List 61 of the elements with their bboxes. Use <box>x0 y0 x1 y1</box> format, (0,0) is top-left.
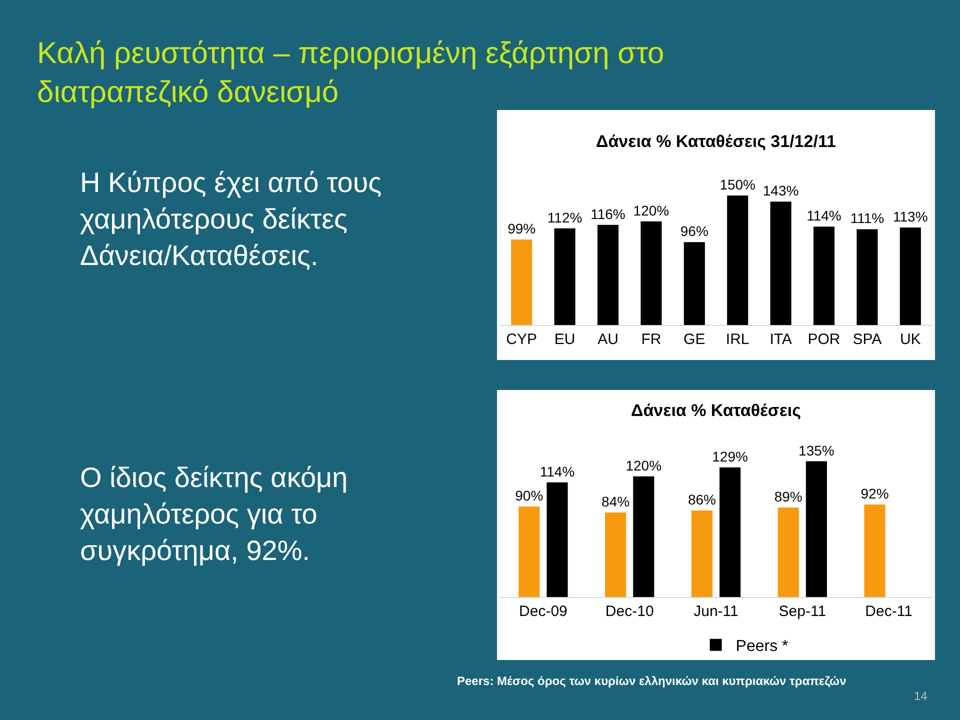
data-label: 112% <box>547 209 582 226</box>
data-label: 89% <box>774 488 802 505</box>
data-label: 113% <box>893 208 928 224</box>
bar <box>518 506 540 597</box>
data-label: 120% <box>633 202 670 218</box>
x-tick-label: GE <box>684 331 706 348</box>
data-label: 90% <box>515 488 544 504</box>
bar <box>813 226 835 325</box>
data-label: 114% <box>806 208 842 224</box>
x-tick-label: POR <box>808 331 840 348</box>
bar <box>691 510 712 597</box>
text: Ο ίδιος δείκτης ακόμη χαμηλότερος για το συγκρότημα, 92%. <box>80 462 348 566</box>
data-label: 150% <box>720 176 756 193</box>
x-tick-label: Dec-11 <box>865 603 912 620</box>
bar <box>640 221 662 325</box>
x-tick-label: ITA <box>770 331 792 348</box>
data-label: 84% <box>602 494 630 510</box>
data-label: 96% <box>680 223 708 240</box>
x-tick-label: SPA <box>852 331 882 348</box>
bar <box>605 512 626 597</box>
data-label: 116% <box>590 206 626 222</box>
bar <box>856 229 878 325</box>
x-tick-label: UK <box>900 331 921 348</box>
bar <box>770 202 792 325</box>
x-tick-label: Sep-11 <box>778 603 826 620</box>
x-tick-label: IRL <box>726 331 750 348</box>
bar <box>597 224 619 325</box>
x-tick-label: EU <box>554 331 576 348</box>
text: 14 <box>914 689 928 703</box>
x-tick-label: CYP <box>506 331 538 348</box>
data-label: 111% <box>850 210 884 226</box>
data-label: 99% <box>508 220 536 237</box>
bar <box>864 504 886 597</box>
text: Η Κύπρος έχει από τους χαμηλότερους δείκτες Δάνεια/Καταθέσεις. <box>80 167 382 271</box>
data-label: 120% <box>626 457 662 474</box>
x-tick-label: AU <box>598 331 618 348</box>
data-label: 135% <box>798 442 834 458</box>
x-tick-label: Dec-09 <box>519 603 568 620</box>
data-label: 143% <box>762 182 799 199</box>
bar <box>546 482 568 597</box>
bar <box>720 467 741 597</box>
data-label: 86% <box>688 492 716 508</box>
bar <box>684 242 705 325</box>
text: Καλή ρευστότητα – περιορισμένη εξάρτηση στο διατραπεζικό δανεισμό <box>37 37 664 109</box>
bar <box>554 228 576 325</box>
data-label: 114% <box>540 463 575 480</box>
x-tick-label: Dec-10 <box>605 603 654 620</box>
text: Peers: Μέσος όρος των κυρίων ελληνικών και κυπριακών τραπεζών <box>457 674 847 688</box>
chart-title: Δάνεια % Καταθέσεις 31/12/11 <box>596 132 836 151</box>
chart-title: Δάνεια % Καταθέσεις <box>631 401 802 420</box>
bar <box>900 227 921 325</box>
data-label: 129% <box>712 448 748 464</box>
bar <box>511 240 532 325</box>
x-tick-label: FR <box>641 331 662 348</box>
bar <box>806 461 827 597</box>
legend-label: Peers * <box>736 638 788 656</box>
x-tick-label: Jun-11 <box>694 603 738 620</box>
bar <box>727 196 748 325</box>
bar <box>633 476 654 597</box>
bar <box>778 508 799 597</box>
data-label: 92% <box>860 486 889 502</box>
